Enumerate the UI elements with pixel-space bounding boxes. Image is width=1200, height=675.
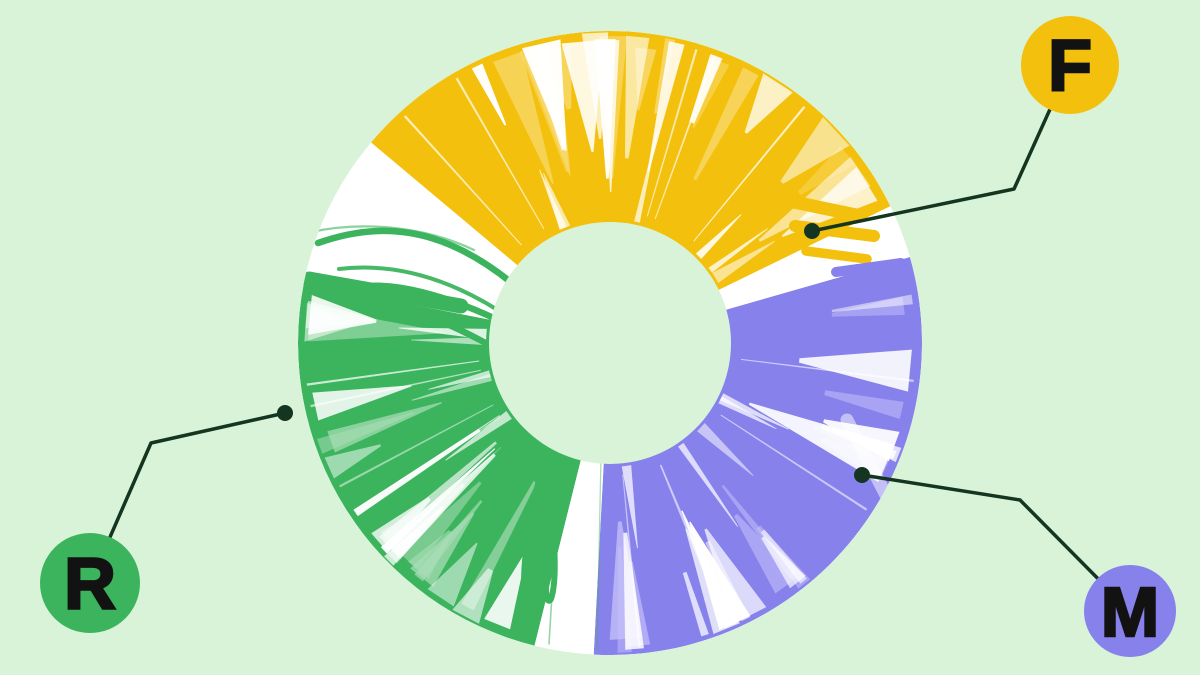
badge-circle-R xyxy=(40,533,140,633)
badge-letter-M: M xyxy=(1101,573,1159,651)
badge-letter-R: R xyxy=(64,545,116,625)
scribble-stroke xyxy=(548,461,561,645)
badge-letter-F: F xyxy=(1048,27,1092,107)
callout-R: R xyxy=(40,405,293,633)
scribble-stroke xyxy=(309,225,476,252)
segment-group-F xyxy=(370,31,891,291)
segment-group-R xyxy=(297,283,581,646)
callout-F: F xyxy=(804,16,1119,239)
donut-hole-group xyxy=(489,222,731,464)
segment-group-M xyxy=(593,257,922,655)
callout-line-R xyxy=(88,411,287,585)
donut-hole xyxy=(489,222,731,464)
callout-line-M xyxy=(860,473,1132,613)
badge-circle-M xyxy=(1084,565,1176,657)
callout-anchor-dot-F xyxy=(804,223,820,239)
scribble-stroke xyxy=(831,258,906,277)
scribble-stroke xyxy=(521,449,558,604)
donut-chart xyxy=(297,31,922,655)
callout-annotations: F R M xyxy=(40,16,1176,657)
scribble-stroke xyxy=(845,269,907,285)
scribble-stroke xyxy=(840,413,894,504)
badge-circle-F xyxy=(1021,16,1119,114)
callout-M: M xyxy=(854,467,1176,657)
callout-anchor-dot-M xyxy=(854,467,870,483)
scribble-stroke xyxy=(596,455,602,651)
callout-anchor-dot-R xyxy=(277,405,293,421)
scribble-stroke xyxy=(801,246,872,264)
scribble-stroke xyxy=(301,271,469,314)
segment-R xyxy=(297,283,581,646)
scribble-stroke xyxy=(782,194,868,223)
